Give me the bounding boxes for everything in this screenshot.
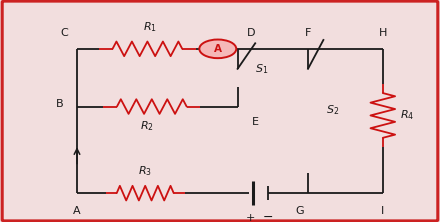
Text: C: C: [60, 28, 68, 38]
Text: D: D: [246, 28, 255, 38]
Text: I: I: [381, 206, 385, 216]
Text: G: G: [295, 206, 304, 216]
Text: $R_4$: $R_4$: [400, 109, 414, 122]
Text: E: E: [252, 117, 259, 127]
Text: A: A: [73, 206, 81, 216]
Text: −: −: [263, 211, 274, 222]
Text: +: +: [246, 212, 256, 222]
Circle shape: [199, 40, 236, 58]
Text: $R_3$: $R_3$: [138, 164, 152, 178]
Text: $R_1$: $R_1$: [143, 20, 157, 34]
Text: $R_2$: $R_2$: [140, 120, 154, 133]
Text: F: F: [305, 28, 311, 38]
Text: $S_2$: $S_2$: [326, 103, 339, 117]
Text: B: B: [55, 99, 63, 109]
Text: $S_1$: $S_1$: [255, 62, 268, 76]
Text: H: H: [378, 28, 387, 38]
Text: A: A: [214, 44, 222, 54]
